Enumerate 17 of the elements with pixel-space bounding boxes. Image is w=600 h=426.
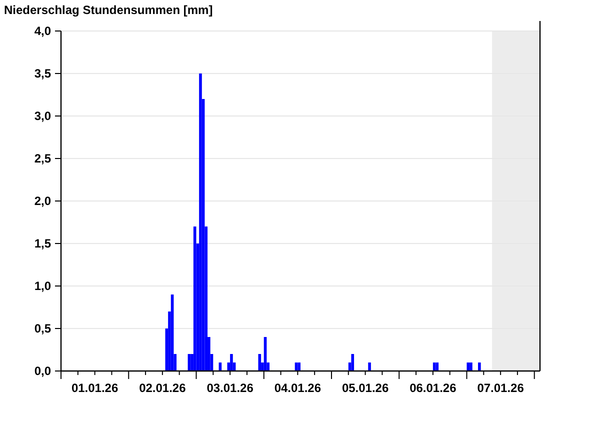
x-tick-label: 07.01.26 [477,381,524,395]
y-tick-label: 0,0 [34,364,52,378]
y-tick-label: 1,0 [34,279,52,294]
chart-title: Niederschlag Stundensummen [mm] [4,3,213,17]
y-tick-label: 3,0 [34,109,52,124]
x-tick-label: 05.01.26 [342,381,389,395]
x-tick-label: 06.01.26 [410,381,457,395]
y-tick-label: 2,0 [34,194,52,208]
x-tick-label: 04.01.26 [274,381,322,395]
y-tick-label: 1,5 [34,236,52,251]
y-tick-label: 0,5 [34,322,52,336]
y-tick-label: 2,5 [34,152,52,166]
x-tick-label: 02.01.26 [139,381,186,395]
x-tick-label: 03.01.26 [206,381,254,395]
y-tick-label: 3,5 [34,66,52,81]
y-tick-label: 4,0 [34,24,52,38]
x-tick-label: 01.01.26 [71,381,118,395]
